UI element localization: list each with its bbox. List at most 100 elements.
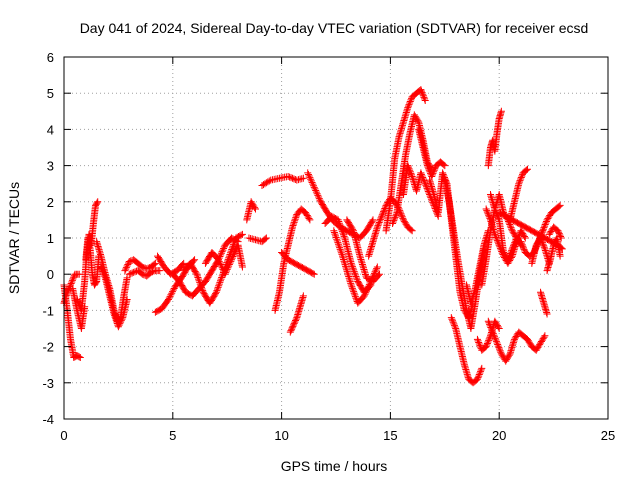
data-point — [230, 251, 238, 259]
data-point — [216, 277, 224, 285]
data-point — [335, 218, 343, 226]
data-point — [482, 205, 490, 213]
data-point — [473, 375, 481, 383]
data-point — [362, 289, 370, 297]
data-point — [507, 248, 515, 256]
data-point — [540, 333, 548, 341]
y-tick-label: 6 — [47, 50, 54, 65]
series-s02 — [60, 270, 83, 307]
data-point — [518, 239, 526, 247]
series-s05 — [82, 234, 103, 289]
series-s40 — [495, 209, 566, 253]
data-point — [121, 267, 129, 275]
data-point — [197, 283, 205, 291]
data-point — [306, 216, 314, 224]
data-point — [441, 162, 449, 170]
data-point — [418, 89, 426, 97]
data-point — [511, 237, 519, 245]
data-point — [341, 261, 349, 269]
data-point — [377, 214, 385, 222]
data-point — [150, 260, 158, 268]
data-point — [215, 257, 223, 265]
data-point — [299, 292, 307, 300]
data-point — [476, 342, 484, 350]
data-point — [490, 331, 498, 339]
x-tick-label: 0 — [60, 428, 67, 443]
series-s44 — [537, 288, 551, 318]
data-point — [291, 217, 299, 225]
data-point — [487, 323, 495, 331]
data-point — [310, 183, 318, 191]
data-point — [390, 215, 398, 223]
data-point — [520, 245, 528, 253]
data-point — [69, 275, 77, 283]
data-point — [413, 115, 421, 123]
y-tick-label: 2 — [47, 195, 54, 210]
data-point — [518, 172, 526, 180]
data-point — [164, 296, 172, 304]
data-point — [484, 338, 492, 346]
data-point — [117, 318, 125, 326]
data-point — [75, 270, 83, 278]
data-point — [258, 182, 266, 190]
data-point — [196, 278, 204, 286]
data-point — [539, 227, 547, 235]
data-point — [485, 211, 493, 219]
data-point — [305, 214, 313, 222]
data-point — [305, 172, 313, 180]
data-point — [508, 245, 516, 253]
data-point — [492, 337, 500, 345]
data-point — [449, 317, 457, 325]
data-point — [336, 221, 344, 229]
data-point — [291, 215, 299, 223]
series-s16 — [245, 234, 270, 246]
data-point — [554, 227, 562, 235]
data-point — [351, 293, 359, 301]
data-point — [334, 240, 342, 248]
data-point — [347, 259, 355, 267]
series-s32 — [447, 314, 486, 387]
data-point — [338, 226, 346, 234]
data-point — [486, 322, 494, 330]
data-point — [216, 278, 224, 286]
data-point — [334, 239, 342, 247]
data-point — [538, 237, 546, 245]
data-point — [556, 231, 564, 239]
data-point — [406, 166, 414, 174]
data-point — [138, 263, 146, 271]
data-point — [143, 265, 151, 273]
data-point — [498, 351, 506, 359]
data-point — [376, 215, 384, 223]
data-point — [123, 296, 131, 304]
data-point — [392, 212, 400, 220]
data-point — [368, 217, 376, 225]
data-point — [485, 319, 493, 327]
data-point — [349, 225, 357, 233]
data-point — [350, 289, 358, 297]
data-point — [345, 273, 353, 281]
data-point — [101, 272, 109, 280]
data-point — [542, 219, 550, 227]
data-point — [483, 207, 491, 215]
data-point — [304, 213, 312, 221]
data-point — [228, 256, 236, 264]
data-point — [288, 324, 296, 332]
data-point — [228, 254, 236, 262]
series-s37 — [486, 191, 521, 264]
data-point — [290, 321, 298, 329]
data-point — [532, 241, 540, 249]
data-point — [118, 315, 126, 323]
data-point — [218, 273, 226, 281]
series-s07 — [97, 263, 131, 331]
data-point — [337, 222, 345, 230]
data-point — [100, 271, 108, 279]
data-point — [289, 322, 297, 330]
data-point — [474, 374, 482, 382]
data-point — [539, 225, 547, 233]
data-point — [376, 217, 384, 225]
data-point — [421, 95, 429, 103]
data-point — [251, 204, 259, 212]
data-point — [122, 264, 130, 272]
data-point — [217, 249, 225, 257]
data-point — [68, 278, 76, 286]
